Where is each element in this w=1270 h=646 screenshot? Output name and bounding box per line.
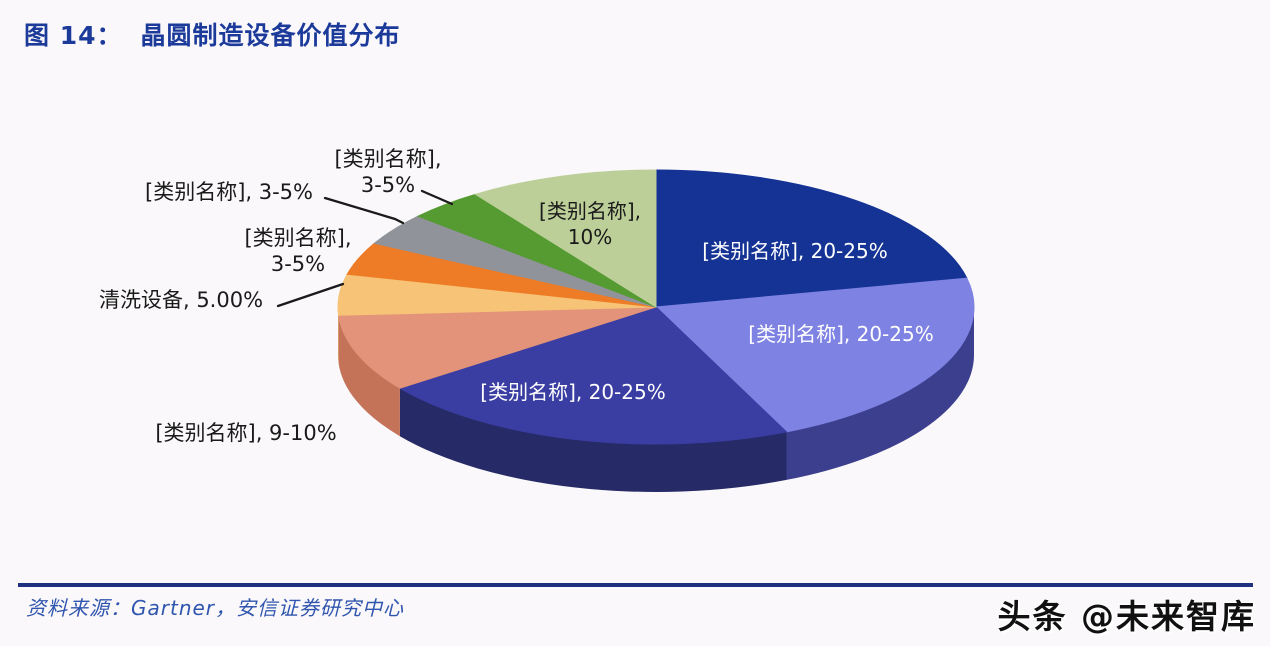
figure-title: 图 14： 晶圆制造设备价值分布 bbox=[24, 16, 401, 52]
pie-slice-side bbox=[786, 307, 974, 480]
pie-slice-label: [类别名称], 20-25% bbox=[480, 380, 666, 404]
pie-slice-label: [类别名称], 20-25% bbox=[702, 239, 888, 263]
pie-slice bbox=[654, 277, 975, 433]
pie-slice-side bbox=[399, 388, 787, 492]
pie-slice bbox=[338, 306, 657, 389]
pie-slice bbox=[655, 169, 968, 308]
pie-slice-label: [类别名称], 3-5% bbox=[334, 147, 442, 197]
pie-slice-side bbox=[338, 315, 400, 437]
footer-divider bbox=[18, 583, 1253, 587]
pie-slice-label: 清洗设备, 5.00% bbox=[98, 288, 264, 312]
leader-line-clean bbox=[276, 282, 345, 308]
pie-slice-side bbox=[338, 307, 339, 364]
pie-slice bbox=[474, 169, 657, 308]
pie-slice-label: [类别名称], 10% bbox=[539, 199, 641, 249]
pie-slice-label: [类别名称], 20-25% bbox=[748, 322, 934, 346]
watermark: 头条 @未来智库 bbox=[997, 597, 1256, 636]
leader-lines bbox=[276, 189, 454, 308]
pie-slice bbox=[398, 306, 788, 445]
pie-3d-sides bbox=[338, 307, 974, 492]
leader-line-gray bbox=[323, 196, 405, 225]
pie-slice-label: [类别名称], 9-10% bbox=[155, 421, 337, 445]
pie-slice-label: [类别名称], 3-5% bbox=[244, 226, 352, 276]
figure-label: 图 14： bbox=[24, 21, 123, 50]
leader-line-green bbox=[420, 189, 454, 206]
pie-slice-label: [类别名称], 3-5% bbox=[145, 180, 313, 204]
source-note: 资料来源：Gartner，安信证券研究中心 bbox=[26, 596, 405, 620]
figure-title-text: 晶圆制造设备价值分布 bbox=[140, 21, 401, 50]
pie-slices bbox=[337, 169, 975, 445]
